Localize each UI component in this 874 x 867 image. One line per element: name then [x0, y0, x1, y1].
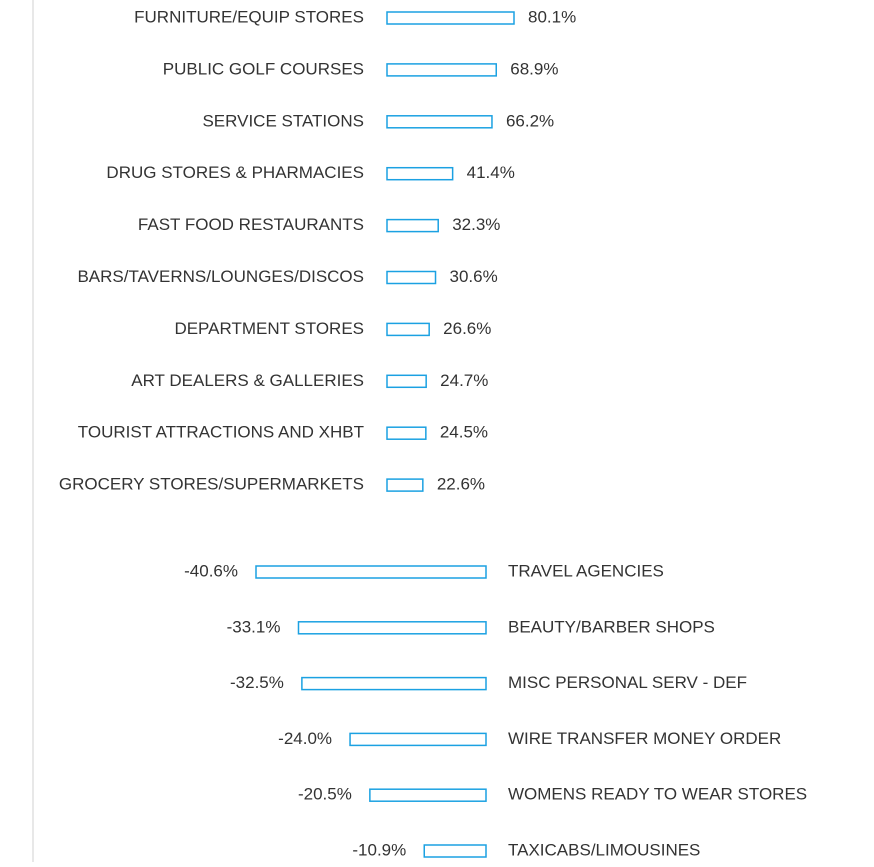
category-label: DRUG STORES & PHARMACIES — [106, 163, 364, 182]
value-label: 26.6% — [443, 319, 491, 338]
bar — [369, 788, 487, 802]
category-label: TOURIST ATTRACTIONS AND XHBT — [78, 423, 364, 442]
bar — [349, 732, 487, 747]
value-label: -24.0% — [278, 729, 332, 748]
bar — [386, 11, 515, 25]
value-label: -33.1% — [227, 617, 281, 636]
bar — [386, 166, 454, 181]
bar — [386, 478, 424, 492]
bar — [301, 676, 487, 691]
category-label: DEPARTMENT STORES — [174, 319, 364, 338]
category-label: GROCERY STORES/SUPERMARKETS — [59, 475, 364, 494]
category-label: TAXICABS/LIMOUSINES — [508, 840, 700, 859]
value-label: 24.5% — [440, 423, 488, 442]
category-label: SERVICE STATIONS — [202, 111, 364, 130]
bar — [386, 115, 493, 129]
bar — [386, 63, 497, 77]
category-label: WIRE TRANSFER MONEY ORDER — [508, 729, 781, 748]
category-label: WOMENS READY TO WEAR STORES — [508, 785, 807, 804]
value-label: -10.9% — [352, 840, 406, 859]
category-label: FURNITURE/EQUIP STORES — [134, 7, 364, 26]
value-label: -32.5% — [230, 673, 284, 692]
bar — [423, 844, 487, 858]
category-label: TRAVEL AGENCIES — [508, 561, 664, 580]
value-label: 41.4% — [467, 163, 515, 182]
category-label: PUBLIC GOLF COURSES — [163, 59, 364, 78]
category-label: ART DEALERS & GALLERIES — [131, 371, 364, 390]
bar — [386, 322, 430, 337]
value-label: 66.2% — [506, 111, 554, 130]
category-label: MISC PERSONAL SERV - DEF — [508, 673, 747, 692]
value-label: 68.9% — [510, 59, 558, 78]
value-label: 32.3% — [452, 215, 500, 234]
bar — [386, 218, 439, 233]
value-label: 80.1% — [528, 7, 576, 26]
category-label: FAST FOOD RESTAURANTS — [138, 215, 364, 234]
category-label: BEAUTY/BARBER SHOPS — [508, 617, 715, 636]
bar — [297, 621, 487, 635]
bar — [386, 374, 427, 389]
value-label: 24.7% — [440, 371, 488, 390]
value-label: -40.6% — [184, 561, 238, 580]
category-label: BARS/TAVERNS/LOUNGES/DISCOS — [77, 267, 364, 286]
value-label: 30.6% — [450, 267, 498, 286]
value-label: 22.6% — [437, 475, 485, 494]
value-label: -20.5% — [298, 785, 352, 804]
bar — [255, 565, 487, 579]
bar — [386, 426, 427, 440]
bar — [386, 270, 437, 285]
